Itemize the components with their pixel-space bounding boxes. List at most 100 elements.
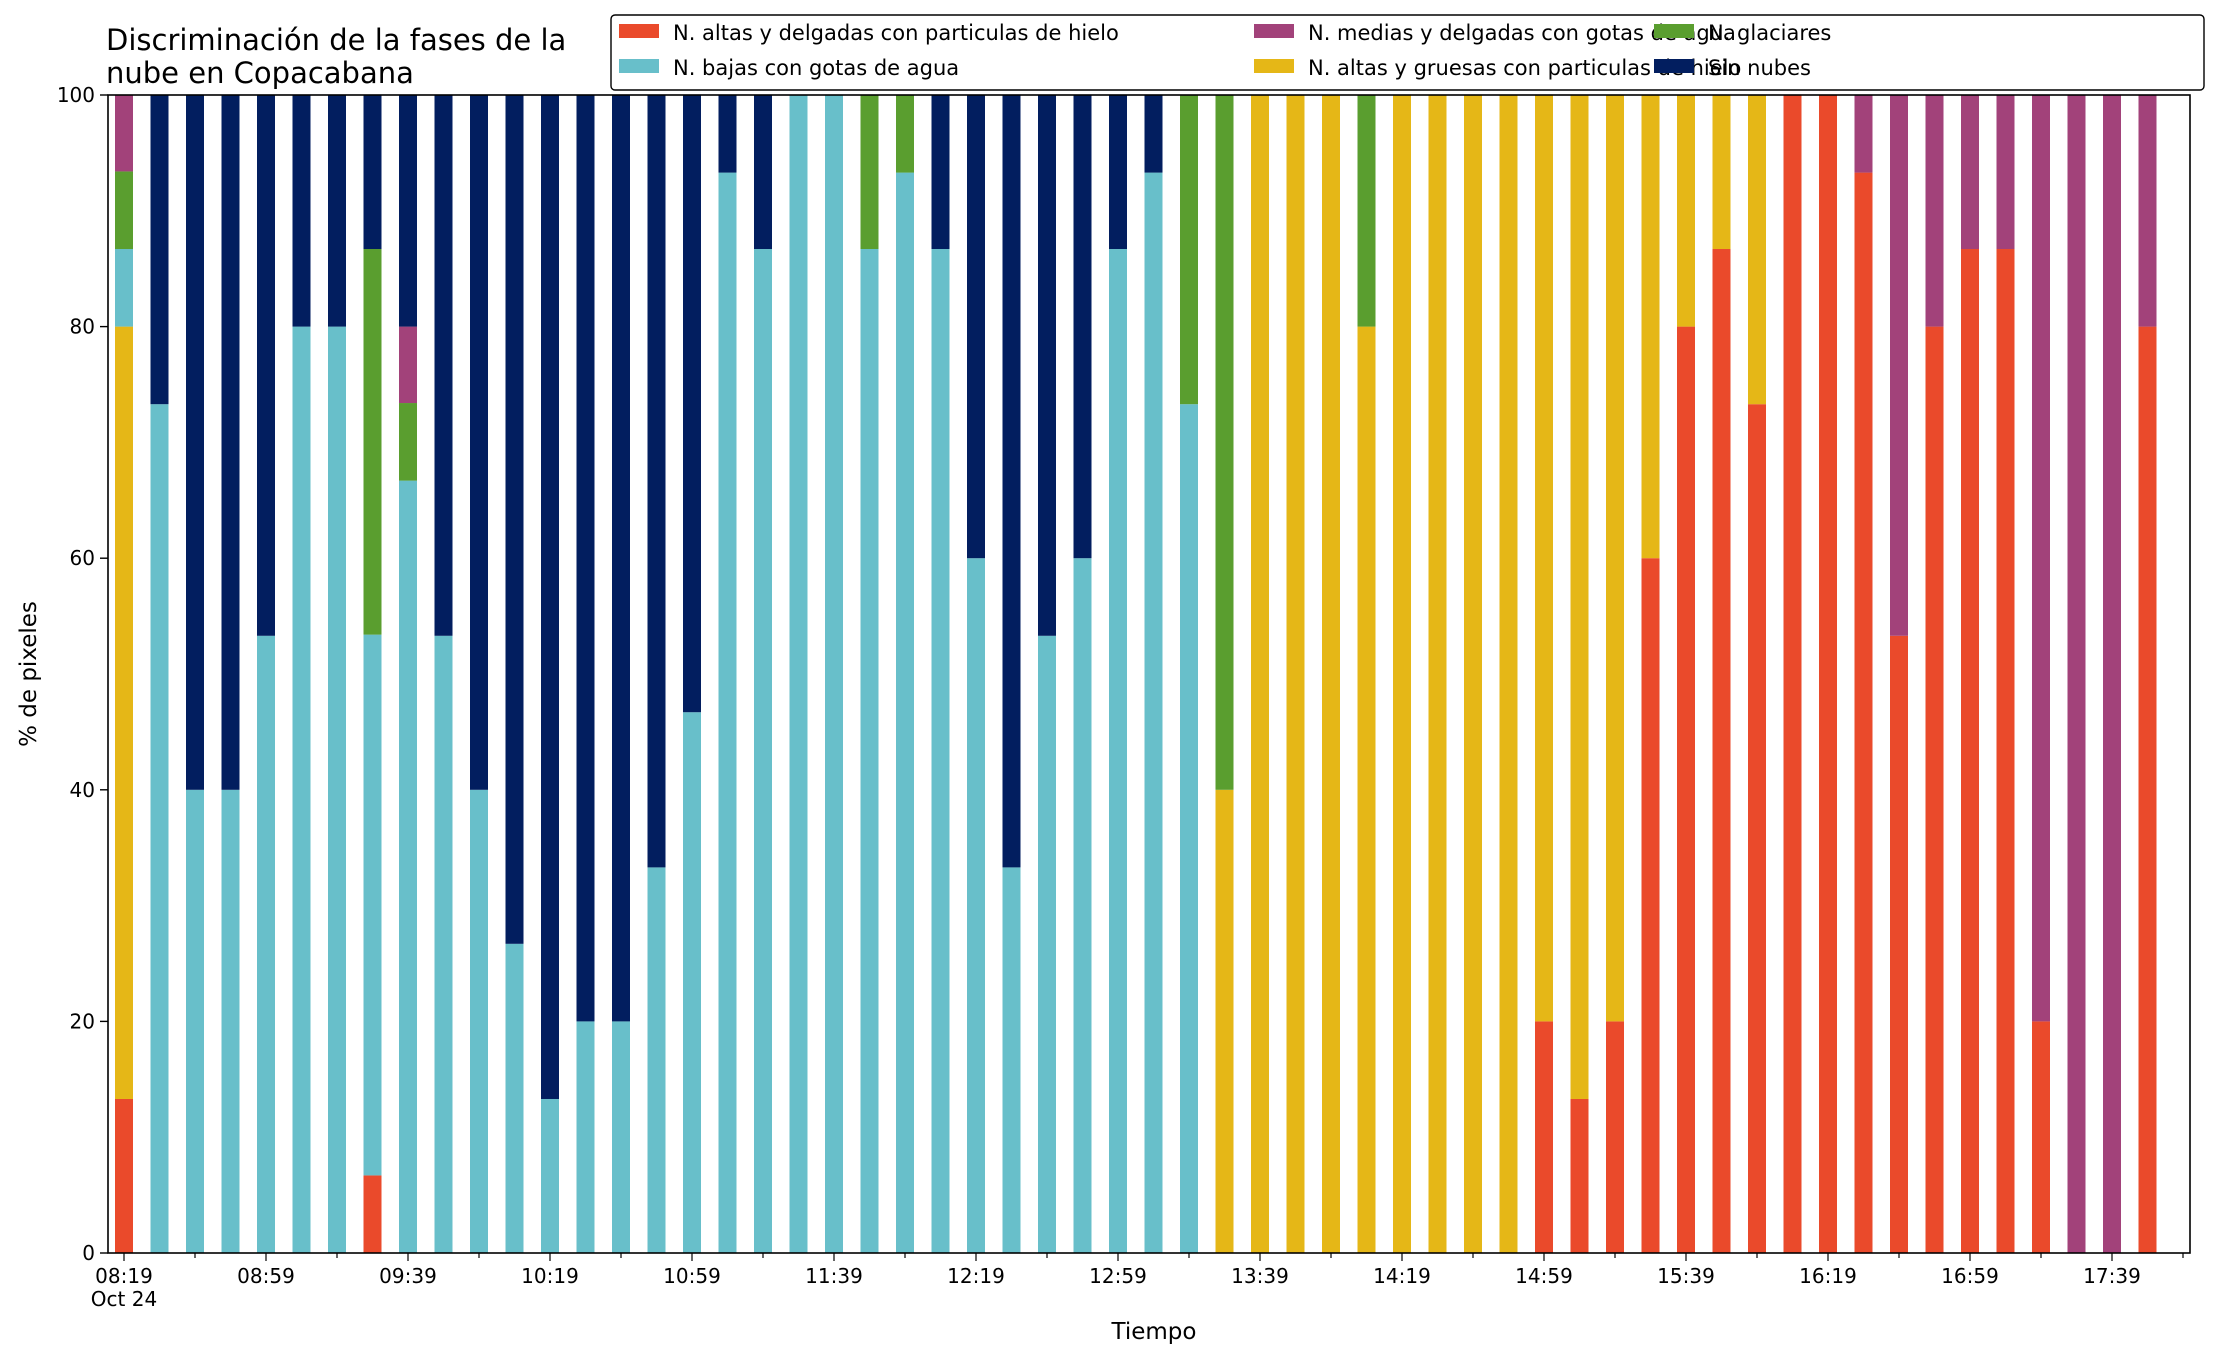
bar-segment: [1144, 172, 1163, 1254]
bar-segment: [1180, 95, 1198, 405]
bar-segment: [1819, 95, 1837, 1253]
bar-segment: [328, 95, 346, 327]
bar-segment: [647, 95, 666, 868]
x-tick-label: 12:19: [947, 1264, 1005, 1288]
bar-segment: [1925, 326, 1944, 1254]
bar-segment: [186, 95, 204, 790]
bar-segment: [967, 95, 985, 559]
bar-segment: [2138, 326, 2157, 1254]
bar-segment: [1251, 95, 1269, 1253]
bar-segment: [860, 95, 879, 250]
bar-segment: [363, 634, 382, 1176]
y-axis-label: % de pixeles: [16, 601, 42, 747]
bar-segment: [1002, 95, 1021, 868]
bar-segment: [1641, 558, 1660, 1253]
x-tick-label: 16:59: [1941, 1264, 1999, 1288]
bar-segment: [115, 171, 133, 250]
x-tick-label: 16:19: [1799, 1264, 1857, 1288]
y-tick-label: 20: [70, 1009, 95, 1033]
bar-segment: [1748, 95, 1766, 405]
x-tick-sublabel: Oct 24: [91, 1287, 157, 1311]
bar-segment: [1322, 95, 1340, 1253]
legend-swatch: [1254, 24, 1294, 38]
bar-segment: [328, 326, 346, 1254]
chart-title-line-2: nube en Copacabana: [106, 56, 414, 90]
bar-segment: [718, 95, 737, 173]
bar-segment: [1038, 635, 1056, 1253]
bar-segment: [115, 1098, 133, 1253]
bar-segment: [931, 249, 950, 1253]
bar-segment: [1144, 95, 1163, 173]
x-tick-label: 17:39: [2083, 1264, 2141, 1288]
bar-segment: [1570, 1098, 1589, 1253]
x-tick-label: 10:59: [663, 1264, 721, 1288]
bar-segment: [541, 95, 559, 1099]
bar-segment: [1606, 95, 1624, 1022]
y-tick-label: 0: [82, 1241, 95, 1265]
bar-segment: [931, 95, 950, 250]
bar-segment: [1215, 789, 1234, 1253]
bar-segment: [754, 95, 772, 250]
bar-segment: [1890, 95, 1908, 636]
bar-segment: [1890, 635, 1908, 1253]
bar-segment: [434, 95, 453, 636]
bar-segment: [1606, 1021, 1624, 1253]
bar-segment: [1215, 95, 1234, 790]
bar-segment: [221, 789, 240, 1253]
legend-swatch: [1654, 59, 1694, 73]
x-tick-label: 12:59: [1089, 1264, 1147, 1288]
x-tick-label: 15:39: [1657, 1264, 1715, 1288]
legend-label: Sin nubes: [1708, 56, 1811, 80]
bar-segment: [1677, 95, 1695, 327]
bar-segment: [505, 95, 524, 944]
y-tick-label: 100: [57, 83, 95, 107]
y-tick-label: 40: [70, 778, 95, 802]
x-tick-label: 13:39: [1231, 1264, 1289, 1288]
bar-segment: [1038, 95, 1056, 636]
bar-segment: [470, 95, 488, 790]
bar-segment: [221, 95, 240, 790]
bar-segment: [1535, 1021, 1553, 1253]
bar-segment: [612, 1021, 630, 1253]
x-tick-label: 10:19: [521, 1264, 579, 1288]
legend-swatch: [619, 59, 659, 73]
x-tick-label: 08:19: [95, 1264, 153, 1288]
x-tick-label: 14:59: [1515, 1264, 1573, 1288]
bar-segment: [2067, 95, 2086, 1253]
legend-box: [610, 14, 2205, 91]
legend: N. altas y delgadas con particulas de hi…: [610, 14, 2205, 91]
bar-segment: [1961, 249, 1979, 1253]
bar-segment: [1109, 249, 1127, 1253]
bar-segment: [576, 1021, 595, 1253]
bar-segment: [896, 95, 914, 173]
bar-segment: [541, 1098, 559, 1253]
bar-segment: [363, 249, 382, 635]
bar-segment: [1286, 95, 1305, 1253]
bar-segment: [115, 95, 133, 172]
bar-segment: [2103, 95, 2121, 1253]
bar-segment: [1357, 95, 1376, 327]
x-axis-label: Tiempo: [1111, 1319, 1197, 1345]
bar-segment: [1499, 95, 1518, 1253]
bar-segment: [860, 249, 879, 1253]
bar-segment: [896, 172, 914, 1254]
bar-segment: [683, 712, 701, 1253]
bar-segment: [1854, 95, 1873, 173]
bar-segment: [1712, 249, 1731, 1253]
bar-segment: [2138, 95, 2157, 327]
bar-segment: [150, 95, 169, 405]
legend-swatch: [619, 24, 659, 38]
bar-segment: [1712, 95, 1731, 250]
bar-segment: [612, 95, 630, 1022]
bar-segment: [1996, 95, 2015, 250]
bar-segment: [1854, 172, 1873, 1254]
bar-segment: [825, 95, 843, 1253]
bar-segment: [1428, 95, 1447, 1253]
bar-segment: [363, 1175, 382, 1253]
bar-segment: [1641, 95, 1660, 559]
bar-segment: [399, 326, 417, 404]
bar-segment: [647, 867, 666, 1253]
bar-segment: [1925, 95, 1944, 327]
legend-label: N. altas y delgadas con particulas de hi…: [673, 21, 1119, 45]
